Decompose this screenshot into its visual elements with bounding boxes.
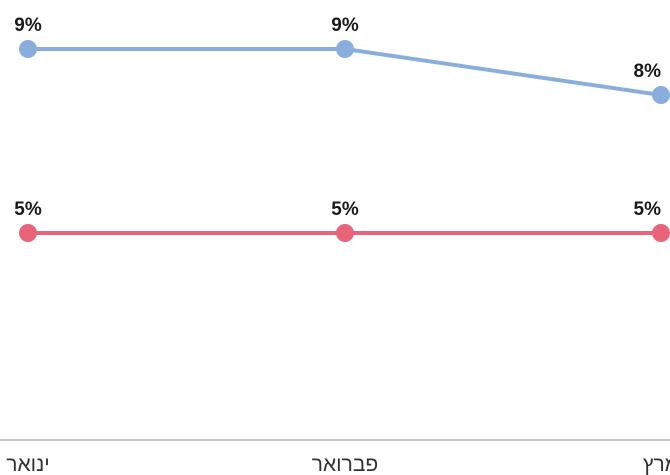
series-1-point	[652, 86, 670, 104]
category-label-layer: ינואר פברואר מרץ	[6, 453, 670, 475]
series-2-value-label: 5%	[634, 199, 662, 220]
series-1-value-label: 8%	[634, 61, 662, 82]
series-2-point	[336, 224, 354, 242]
series-2-value-label: 5%	[14, 199, 42, 220]
series-2-point	[652, 224, 670, 242]
x-tick-label: ינואר	[6, 453, 50, 475]
series-layer	[19, 40, 670, 242]
value-label-layer: 9% 9% 8% 5% 5% 5%	[14, 15, 661, 220]
series-1-value-label: 9%	[14, 15, 42, 36]
series-2-value-label: 5%	[331, 199, 359, 220]
x-tick-label: פברואר	[312, 453, 378, 475]
series-1-point	[336, 40, 354, 58]
series-1-value-label: 9%	[331, 15, 359, 36]
x-tick-label: מרץ	[643, 453, 670, 475]
series-2-point	[19, 224, 37, 242]
series-1-point	[19, 40, 37, 58]
